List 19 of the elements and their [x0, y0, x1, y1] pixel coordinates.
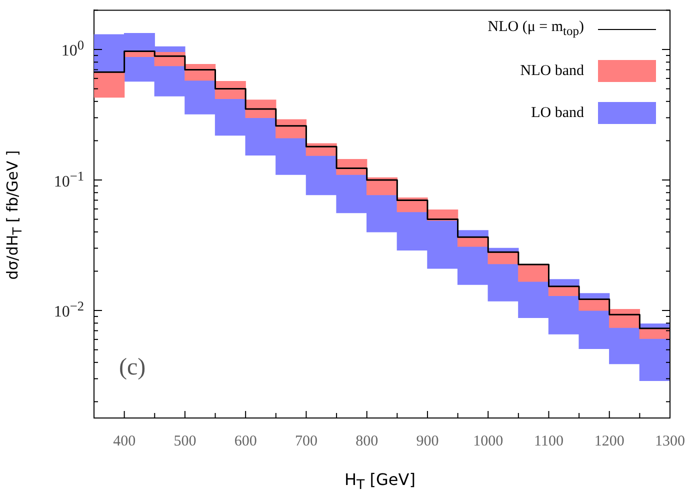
bar	[94, 72, 125, 98]
x-tick-label: 1100	[534, 434, 564, 450]
y-tick-label: 10$^{−1}$	[54, 168, 84, 191]
x-tick-label: 700	[294, 434, 318, 450]
x-tick-label: 1000	[473, 434, 504, 450]
x-tick-label: 500	[174, 434, 196, 450]
x-axis-title: H$_{T}$ [GeV]	[344, 470, 416, 494]
annotation: (c)	[119, 354, 146, 380]
x-tick-label: 900	[416, 434, 439, 450]
legend-label: NLO (μ = m$_{top}$)	[488, 19, 584, 39]
x-tick-label: 1200	[594, 434, 624, 450]
legend-label: NLO band	[520, 62, 584, 80]
x-tick-label: 600	[234, 434, 257, 450]
x-tick-label: 400	[113, 434, 136, 450]
legend-label: LO band	[531, 104, 584, 122]
x-tick-label: 800	[356, 434, 378, 450]
y-tick-label: 10$^{0}$	[61, 38, 84, 60]
y-tick-label: 10$^{−2}$	[54, 298, 84, 322]
x-tick-label: 1300	[655, 434, 685, 450]
